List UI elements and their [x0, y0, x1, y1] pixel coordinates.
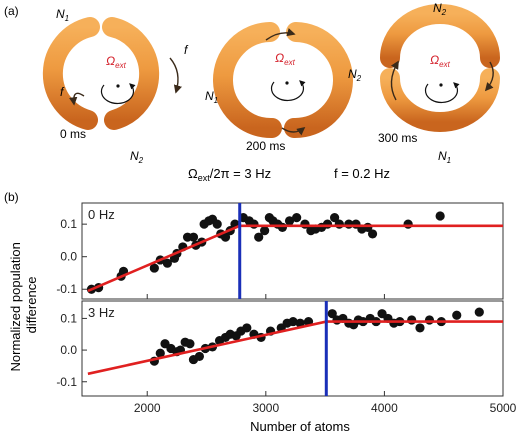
- data-point: [254, 232, 264, 242]
- x-tick-label: 4000: [371, 401, 398, 415]
- data-point: [452, 310, 462, 320]
- ring-300ms: Ωext N2 N1 300 ms: [378, 1, 500, 165]
- data-point: [435, 211, 445, 221]
- data-point: [322, 219, 333, 229]
- ring-top-label: N2: [433, 1, 447, 17]
- data-point: [415, 323, 425, 333]
- ring-arc-left: [42, 17, 100, 130]
- y-tick-label: -0.1: [56, 282, 77, 296]
- rotation-icon: [270, 80, 306, 102]
- flow-arrow-left: [390, 60, 399, 101]
- x-tick-label: 2000: [134, 401, 161, 415]
- subplot-0hz: -0.1 0.0 0.1 0 Hz: [56, 202, 504, 300]
- x-tick-label: 5000: [490, 401, 517, 415]
- data-point: [284, 216, 295, 226]
- rotation-icon: [424, 82, 460, 104]
- omega-label: Ωext: [106, 54, 127, 70]
- x-axis-title: Number of atoms: [250, 419, 350, 434]
- data-point: [277, 222, 288, 233]
- data-point: [292, 213, 302, 223]
- y-axis-title: Normalized population difference: [8, 239, 39, 372]
- ring-time-label: 200 ms: [246, 139, 285, 153]
- data-point: [407, 315, 417, 325]
- data-point: [242, 323, 252, 333]
- y-tick-label: 0.1: [60, 311, 77, 325]
- data-point: [220, 232, 231, 242]
- data-point: [288, 316, 298, 327]
- data-point: [334, 219, 344, 229]
- ring-arc-left: [213, 22, 282, 139]
- data-point: [185, 339, 195, 349]
- data-point: [194, 351, 205, 362]
- plot-frame: [81, 300, 504, 397]
- omega-label: Ωext: [275, 51, 296, 67]
- flow-arrow-right: [169, 57, 182, 94]
- ring-left-label: f: [60, 85, 65, 99]
- flow-arrow-top: [265, 28, 296, 41]
- ring-time-label: 0 ms: [60, 127, 86, 141]
- ring-left-label: N1: [205, 89, 218, 105]
- ring-arc-top: [380, 4, 500, 68]
- ring-bottom-label: N1: [438, 149, 451, 165]
- ring-arc-right: [284, 22, 353, 139]
- center-dot: [285, 81, 289, 85]
- caption-f: f = 0.2 Hz: [334, 166, 390, 181]
- y-tick-label: 0.1: [60, 217, 77, 231]
- data-point: [155, 348, 165, 358]
- ring-bottom-label: N2: [130, 149, 144, 165]
- ring-arc-right: [102, 17, 160, 130]
- data-point: [149, 263, 159, 273]
- data-point: [330, 213, 340, 223]
- flow-arrow-right: [484, 61, 494, 92]
- ring-right-label: f: [184, 43, 189, 57]
- x-tick-label: 3000: [252, 401, 279, 415]
- data-point: [188, 232, 199, 242]
- panel-b-label: (b): [4, 190, 19, 204]
- flow-arrow-left: [69, 92, 85, 106]
- center-dot: [116, 84, 120, 88]
- omega-label: Ωext: [430, 53, 451, 69]
- ring-0ms: Ωext N1 N2 f f 0 ms: [42, 7, 189, 165]
- data-point: [403, 219, 413, 229]
- panel-a-label: (a): [4, 4, 19, 18]
- plot-frame: [81, 202, 504, 300]
- data-point: [424, 315, 435, 325]
- fit-line: [87, 224, 503, 293]
- subplot-label: 0 Hz: [88, 207, 115, 222]
- y-tick-label: 0.0: [60, 250, 77, 264]
- ring-time-label: 300 ms: [378, 131, 417, 145]
- subplot-3hz: -0.1 0.0 0.1 2000 3000 4000 5000 3 Hz: [56, 300, 517, 415]
- data-point: [367, 229, 378, 239]
- center-dot: [439, 83, 443, 87]
- panel-b: (b) Normalized population difference Num…: [4, 190, 517, 434]
- subplot-label: 3 Hz: [88, 305, 115, 320]
- fit-line: [87, 320, 503, 376]
- data-point: [212, 219, 222, 229]
- data-point: [295, 318, 305, 328]
- data-point: [327, 309, 337, 319]
- caption-omega: Ωext/2π = 3 Hz: [188, 166, 271, 183]
- data-point: [162, 258, 172, 268]
- ring-right-label: N2: [348, 67, 362, 83]
- rotation-icon: [100, 83, 136, 105]
- ring-top-label: N1: [56, 7, 69, 23]
- flow-arrow-bottom: [281, 126, 306, 136]
- panel-a: (a) Ωext N1 N2 f f 0 ms Ωext N1 N2: [4, 1, 500, 183]
- data-point: [249, 219, 259, 229]
- subplots: -0.1 0.0 0.1 0 Hz -0.1 0.0 0.1 2000 3000 4000 5000…: [56, 202, 517, 415]
- data-point: [260, 226, 270, 236]
- data-point: [474, 307, 484, 317]
- ring-200ms: Ωext N1 N2 200 ms: [205, 22, 362, 153]
- y-tick-label: 0.0: [60, 343, 77, 357]
- y-tick-label: -0.1: [56, 375, 77, 389]
